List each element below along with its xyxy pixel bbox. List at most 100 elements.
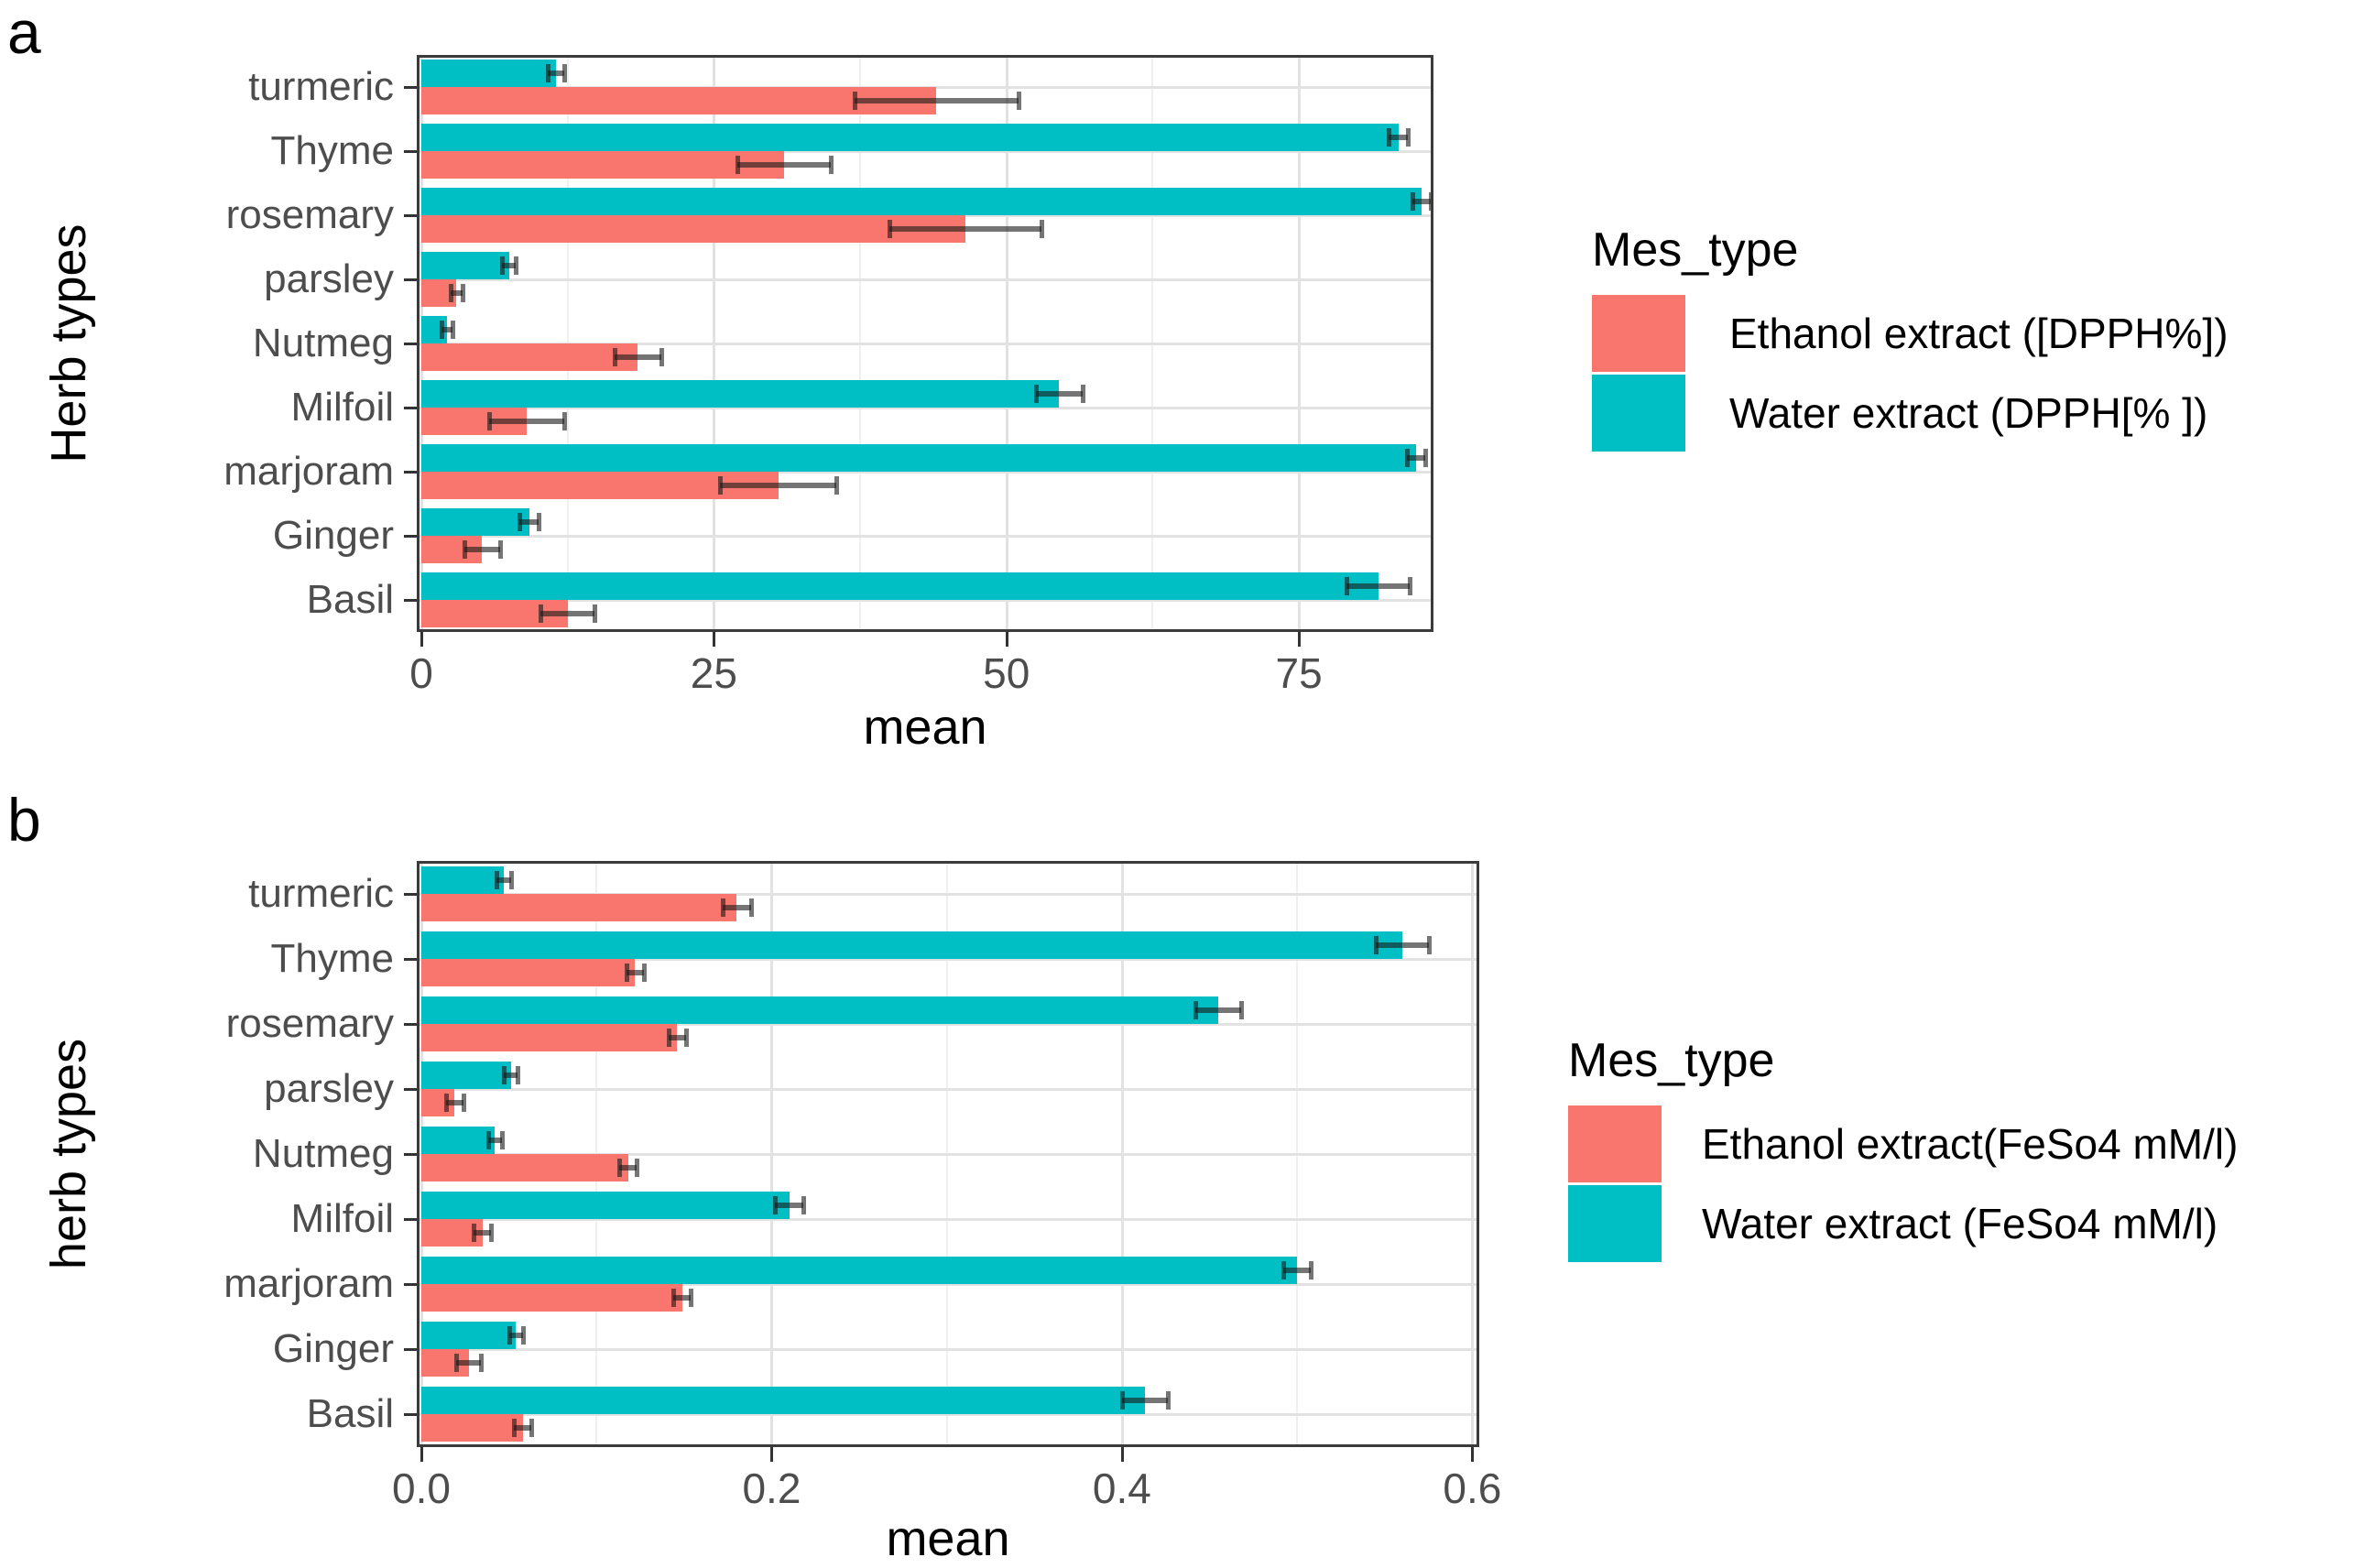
x-tick-label: 0.4 xyxy=(1092,1465,1151,1512)
legend-title: Mes_type xyxy=(1592,223,1799,277)
error-bar xyxy=(456,1360,481,1367)
error-bar-cap-low xyxy=(485,1131,491,1149)
y-tick xyxy=(404,1283,417,1287)
y-tick xyxy=(404,892,417,896)
gridline-horizontal xyxy=(420,892,1477,896)
error-bar-cap-low xyxy=(671,1289,677,1308)
error-bar-cap-high xyxy=(834,476,840,495)
bar-water xyxy=(421,124,1399,151)
x-tick xyxy=(713,632,716,647)
gridline-horizontal xyxy=(420,1022,1477,1026)
bar-water xyxy=(421,572,1379,600)
error-bar-cap-high xyxy=(593,604,598,623)
x-tick xyxy=(770,1447,774,1462)
x-tick xyxy=(1471,1447,1475,1462)
gridline-horizontal xyxy=(420,599,1431,602)
error-bar-cap-high xyxy=(516,1065,521,1084)
error-bar-cap-low xyxy=(454,1354,460,1373)
y-tick xyxy=(404,407,417,409)
y-tick-label: Basil xyxy=(306,1391,394,1437)
error-bar-cap-high xyxy=(1238,1000,1244,1019)
error-bar-cap-low xyxy=(501,1065,507,1084)
error-bar-cap-high xyxy=(451,321,456,339)
error-bar-cap-high xyxy=(561,64,567,82)
gridline-horizontal xyxy=(420,1153,1477,1156)
y-tick-label: Nutmeg xyxy=(252,1131,394,1176)
bar-ethanol xyxy=(421,1023,678,1051)
y-tick xyxy=(404,343,417,345)
error-bar-cap-low xyxy=(735,156,740,174)
error-bar-cap-low xyxy=(487,412,493,430)
y-tick xyxy=(404,214,417,217)
bar-ethanol xyxy=(421,1284,682,1312)
error-bar xyxy=(1389,135,1408,140)
error-bar-cap-low xyxy=(1387,128,1392,147)
error-bar xyxy=(614,354,661,360)
error-bar-cap-low xyxy=(545,64,550,82)
bar-ethanol xyxy=(421,958,636,986)
y-tick xyxy=(404,1153,417,1156)
error-bar xyxy=(508,1333,523,1339)
x-tick-label: 0.2 xyxy=(742,1465,801,1512)
y-tick xyxy=(404,471,417,474)
bar-ethanol xyxy=(421,215,966,243)
gridline-horizontal xyxy=(420,1413,1477,1417)
x-tick xyxy=(1120,1447,1124,1462)
panel-letter: b xyxy=(7,786,41,854)
y-tick xyxy=(404,1218,417,1222)
error-bar xyxy=(736,162,832,168)
error-bar-cap-high xyxy=(461,1093,466,1112)
error-bar-cap-low xyxy=(1119,1391,1125,1410)
gridline-horizontal xyxy=(420,1283,1477,1287)
error-bar-cap-low xyxy=(717,476,723,495)
gridline-horizontal xyxy=(420,343,1431,345)
error-bar-cap-high xyxy=(514,256,519,275)
gridline-horizontal xyxy=(420,957,1477,961)
error-bar-cap-low xyxy=(773,1196,779,1215)
y-tick xyxy=(404,957,417,961)
error-bar-cap-high xyxy=(689,1289,694,1308)
error-bar xyxy=(775,1203,803,1209)
error-bar xyxy=(668,1034,686,1040)
bar-water xyxy=(421,380,1060,408)
error-bar-cap-high xyxy=(1405,128,1411,147)
error-bar-cap-low xyxy=(852,92,857,110)
gridline-horizontal xyxy=(420,471,1431,474)
error-bar-cap-high xyxy=(829,156,834,174)
legend-swatch xyxy=(1568,1105,1662,1182)
error-bar xyxy=(464,547,500,552)
bar-water xyxy=(421,931,1402,959)
legend-entry-label: Water extract (FeSo4 mM/l) xyxy=(1702,1200,2218,1247)
error-bar-cap-high xyxy=(508,870,514,889)
bar-water xyxy=(421,60,556,87)
error-bar-cap-high xyxy=(489,1224,495,1243)
error-bar xyxy=(502,263,517,268)
error-bar-cap-low xyxy=(500,256,506,275)
error-bar xyxy=(626,969,644,975)
error-bar xyxy=(1035,391,1083,397)
x-tick xyxy=(1298,632,1302,647)
x-tick-label: 0 xyxy=(409,649,433,697)
y-tick xyxy=(404,86,417,89)
error-bar-cap-low xyxy=(448,284,453,302)
y-tick-label: marjoram xyxy=(223,1261,394,1307)
error-bar-cap-low xyxy=(612,348,617,366)
y-tick-label: Milfoil xyxy=(290,1196,394,1242)
legend-title: Mes_type xyxy=(1568,1034,1775,1087)
error-bar xyxy=(1412,199,1431,204)
bar-water xyxy=(421,1061,511,1089)
gridline-horizontal xyxy=(420,1087,1477,1091)
x-tick-label: 25 xyxy=(690,649,737,697)
error-bar-cap-low xyxy=(512,1419,518,1438)
error-bar-cap-low xyxy=(887,220,892,238)
error-bar xyxy=(1406,455,1426,461)
bar-water xyxy=(421,1387,1145,1415)
error-bar xyxy=(673,1295,692,1301)
y-tick-label: Thyme xyxy=(270,935,394,981)
x-tick xyxy=(420,632,423,647)
error-bar-cap-high xyxy=(1426,935,1432,954)
y-tick xyxy=(404,278,417,281)
error-bar-cap-high xyxy=(1040,220,1045,238)
legend-entry-label: Ethanol extract(FeSo4 mM/l) xyxy=(1702,1120,2239,1168)
gridline-horizontal xyxy=(420,535,1431,538)
